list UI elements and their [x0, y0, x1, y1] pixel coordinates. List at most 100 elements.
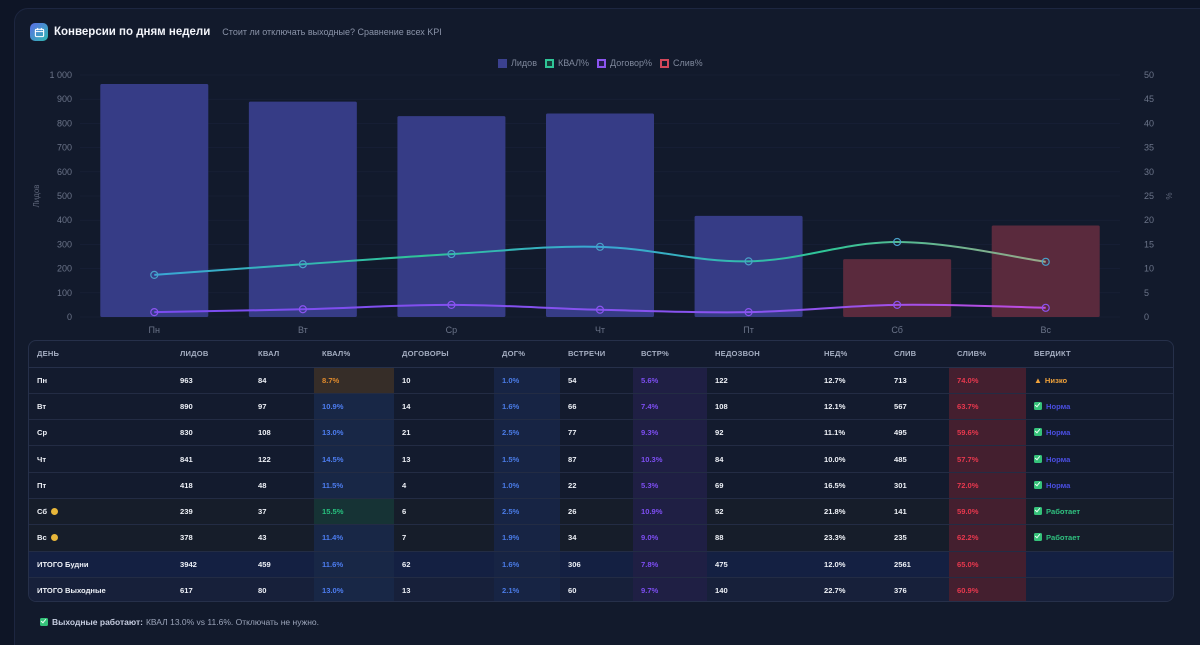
- footer-note: Выходные работают: КВАЛ 13.0% vs 11.6%. …: [40, 617, 319, 627]
- cell-sliv-pct: 65.0%: [949, 551, 1026, 578]
- point-kval: [595, 242, 605, 251]
- table-row[interactable]: ИТОГО Выходные 617 80 13.0% 13 2.1% 60 9.7% 140 2…: [29, 577, 1173, 601]
- cell-sliv-pct: 57.7%: [949, 445, 1026, 473]
- table-row[interactable]: Пн 963 84 8.7% 10 1.0% 54 5.6% 122 12.7% 713 74.0% ▲…: [29, 367, 1173, 394]
- cell-text: 301: [894, 480, 907, 490]
- legend-item-kval[interactable]: КВАЛ%: [544, 58, 589, 68]
- cell-kval: 43: [250, 524, 314, 552]
- cell-meet-pct: 9.3%: [633, 419, 707, 447]
- cell-text: 567: [894, 401, 907, 411]
- point-contract: [150, 308, 159, 317]
- cell-text: 830: [180, 428, 193, 438]
- cell-text: Вс: [37, 533, 47, 543]
- cell-text: 122: [258, 454, 271, 464]
- x-tick-label: Вс: [1040, 325, 1051, 335]
- column-header[interactable]: ВЕРДИКТ: [1026, 341, 1173, 368]
- cell-nodial: 69: [707, 472, 816, 499]
- check-icon: [1034, 454, 1042, 463]
- cell-text: 59.6%: [957, 428, 979, 438]
- cell-text: 21: [402, 428, 411, 438]
- point-kval: [744, 257, 753, 266]
- cell-text: 11.6%: [322, 559, 344, 569]
- cell-ned-pct: 23.3%: [816, 524, 886, 552]
- x-tick-label: Чт: [595, 325, 605, 335]
- cell-leads: 3942: [172, 551, 250, 578]
- column-header[interactable]: ДОГ%: [494, 341, 560, 368]
- table-row[interactable]: Вт 890 97 10.9% 14 1.6% 66 7.4% 108 12.1% 567 63.7%…: [29, 393, 1173, 421]
- legend-item-leads[interactable]: Лидов: [498, 58, 537, 68]
- cell-text: 3942: [180, 559, 197, 569]
- cell-text: 60: [568, 586, 577, 596]
- cell-text: 475: [715, 559, 728, 569]
- cell-text: 92: [715, 428, 724, 438]
- cell-text: 7.8%: [641, 559, 659, 569]
- table-row[interactable]: Ср 830 108 13.0% 21 2.5% 77 9.3% 92 11.1% 495 59.6%…: [29, 419, 1173, 447]
- cell-sliv-pct: 74.0%: [949, 367, 1026, 394]
- cell-verdict: Норма: [1026, 393, 1173, 421]
- column-header[interactable]: СЛИВ%: [949, 341, 1026, 368]
- cell-nodial: 88: [707, 524, 816, 552]
- cell-kval-pct: 15.5%: [314, 498, 394, 526]
- cell-day: Вт: [29, 393, 172, 421]
- cell-sliv-pct: 62.2%: [949, 524, 1026, 552]
- cell-text: 48: [258, 480, 267, 490]
- legend-item-sliv[interactable]: Слив%: [660, 58, 703, 68]
- cell-contracts: 10: [394, 367, 494, 394]
- cell-text: 10: [402, 375, 411, 385]
- table-row[interactable]: Пт 418 48 11.5% 4 1.0% 22 5.3% 69 16.5% 301 72.0% Но…: [29, 472, 1173, 499]
- table-row[interactable]: Чт 841 122 14.5% 13 1.5% 87 10.3% 84 10.0% 485 57.7…: [29, 445, 1173, 473]
- column-header[interactable]: НЕД%: [816, 341, 886, 368]
- cell-meetings: 60: [560, 577, 633, 601]
- cell-kval: 459: [250, 551, 314, 578]
- cell-text: 5.3%: [641, 480, 659, 490]
- x-tick-label: Сб: [891, 325, 903, 335]
- cell-text: Сб: [37, 507, 48, 517]
- cell-nodial: 84: [707, 445, 816, 473]
- y-tick-label: 600: [57, 167, 72, 177]
- cell-sliv: 713: [886, 367, 949, 394]
- y2-tick-label: 30: [1144, 167, 1154, 177]
- y-axis-label: Лидов: [32, 184, 41, 207]
- cell-contracts: 62: [394, 551, 494, 578]
- x-tick-label: Ср: [446, 325, 458, 335]
- y-tick-label: 400: [57, 215, 72, 225]
- table-row[interactable]: Вс 378 43 11.4% 7 1.9% 34 9.0% 88 23.3% 235 62.2% Ра…: [29, 524, 1173, 552]
- cell-text: 841: [180, 454, 193, 464]
- column-header[interactable]: ДЕНЬ: [29, 341, 172, 368]
- cell-meetings: 22: [560, 472, 633, 499]
- cell-text: 10.9%: [641, 507, 663, 517]
- footer-bold: Выходные работают:: [52, 617, 143, 627]
- cell-leads: 890: [172, 393, 250, 421]
- column-header[interactable]: КВАЛ: [250, 341, 314, 368]
- check-icon: [40, 618, 48, 626]
- cell-text: 108: [258, 428, 271, 438]
- cell-text: 9.7%: [641, 586, 659, 596]
- cell-sliv-pct: 72.0%: [949, 472, 1026, 499]
- table-row[interactable]: ИТОГО Будни 3942 459 11.6% 62 1.6% 306 7.8% 475 1…: [29, 551, 1173, 578]
- cell-text: 306: [568, 559, 581, 569]
- y2-tick-label: 0: [1144, 312, 1149, 322]
- column-header[interactable]: ВСТРЕЧИ: [560, 341, 633, 368]
- cell-text: 485: [894, 454, 907, 464]
- column-header[interactable]: ЛИДОВ: [172, 341, 250, 368]
- cell-text: 84: [715, 454, 724, 464]
- legend-item-contract[interactable]: Договор%: [597, 58, 652, 68]
- legend-label: Договор%: [610, 58, 653, 68]
- bar-leads: [546, 113, 654, 317]
- column-header[interactable]: КВАЛ%: [314, 341, 394, 368]
- cell-dog-pct: 2.1%: [494, 577, 560, 601]
- verdict-label: Работает: [1046, 507, 1081, 517]
- cell-text: 52: [715, 507, 724, 517]
- cell-text: 65.0%: [957, 559, 979, 569]
- column-header[interactable]: НЕДОЗВОН: [707, 341, 816, 368]
- verdict-label: Работает: [1046, 533, 1081, 543]
- cell-kval-pct: 10.9%: [314, 393, 394, 421]
- cell-day: Сб: [29, 498, 172, 526]
- column-header[interactable]: СЛИВ: [886, 341, 949, 368]
- cell-kval-pct: 11.6%: [314, 551, 394, 578]
- table-row[interactable]: Сб 239 37 15.5% 6 2.5% 26 10.9% 52 21.8% 141 59.0% Р…: [29, 498, 1173, 526]
- line-contract: [154, 303, 1046, 314]
- column-header[interactable]: ДОГОВОРЫ: [394, 341, 494, 368]
- column-header[interactable]: ВСТР%: [633, 341, 707, 368]
- cell-text: 74.0%: [957, 375, 979, 385]
